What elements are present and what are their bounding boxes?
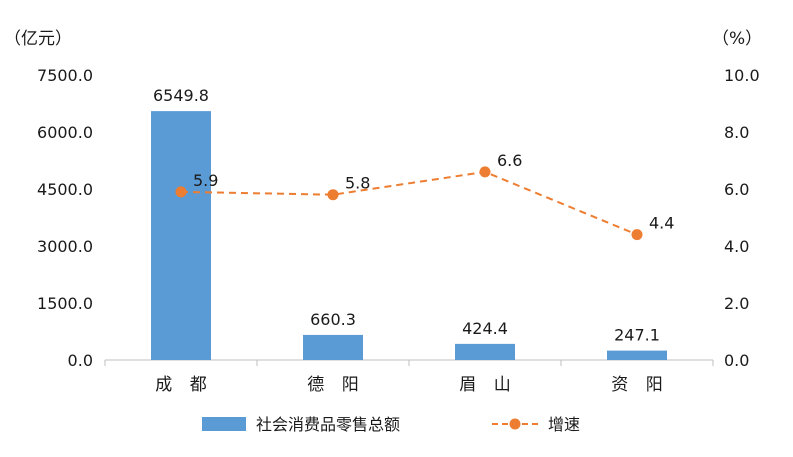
y-right-tick-label: 6.0: [724, 180, 749, 199]
legend-bar-swatch: [202, 417, 246, 431]
y-left-tick-label: 6000.0: [37, 123, 93, 142]
line-data-label: 4.4: [649, 214, 674, 233]
legend: 社会消费品零售总额 增速: [202, 415, 580, 434]
line-data-label: 6.6: [497, 151, 522, 170]
bar-data-label: 6549.8: [153, 86, 209, 105]
bar-series: [151, 111, 667, 360]
line-path: [180, 170, 638, 236]
line-data-label: 5.9: [193, 171, 218, 190]
left-axis-unit: （亿元）: [4, 29, 72, 49]
x-tick-label: 眉 山: [459, 375, 516, 395]
line-point: [175, 186, 187, 198]
bar: [455, 343, 515, 360]
bar: [151, 111, 211, 360]
line-series: [175, 166, 643, 241]
line-point: [631, 229, 643, 241]
legend-bar-label: 社会消费品零售总额: [256, 415, 400, 434]
y-left-tick-label: 3000.0: [37, 237, 93, 256]
x-tick-label: 资 阳: [611, 375, 668, 395]
y-left-tick-label: 4500.0: [37, 180, 93, 199]
legend-line-label: 增速: [548, 415, 580, 434]
line-point: [479, 166, 491, 178]
y-right-tick-label: 4.0: [724, 237, 749, 256]
y-left-tick-label: 7500.0: [37, 66, 93, 85]
bar: [303, 334, 363, 360]
bar-data-label: 247.1: [614, 326, 660, 345]
line-point: [327, 189, 339, 201]
y-right-tick-label: 2.0: [724, 294, 749, 313]
y-left-tick-label: 1500.0: [37, 294, 93, 313]
bar-data-label: 660.3: [310, 310, 356, 329]
y-right-tick-label: 10.0: [724, 66, 760, 85]
x-tick-label: 成 都: [155, 375, 212, 395]
y-right-tick-label: 0.0: [724, 351, 749, 370]
data-labels: 6549.8 660.3 424.4 247.1 5.9 5.8 6.6 4.4: [153, 86, 674, 345]
line-data-label: 5.8: [345, 174, 370, 193]
right-axis-unit: （%）: [712, 29, 762, 49]
y-right-tick-label: 8.0: [724, 123, 749, 142]
bar: [607, 350, 667, 360]
bar-data-label: 424.4: [462, 319, 508, 338]
axes: 成 都 德 阳 眉 山 资 阳 0.0 1500.0 3000.0 4500.0 6000.0 7…: [37, 66, 760, 395]
x-tick-label: 德 阳: [307, 375, 364, 395]
legend-line-marker: [509, 418, 521, 430]
y-left-tick-label: 0.0: [68, 351, 93, 370]
